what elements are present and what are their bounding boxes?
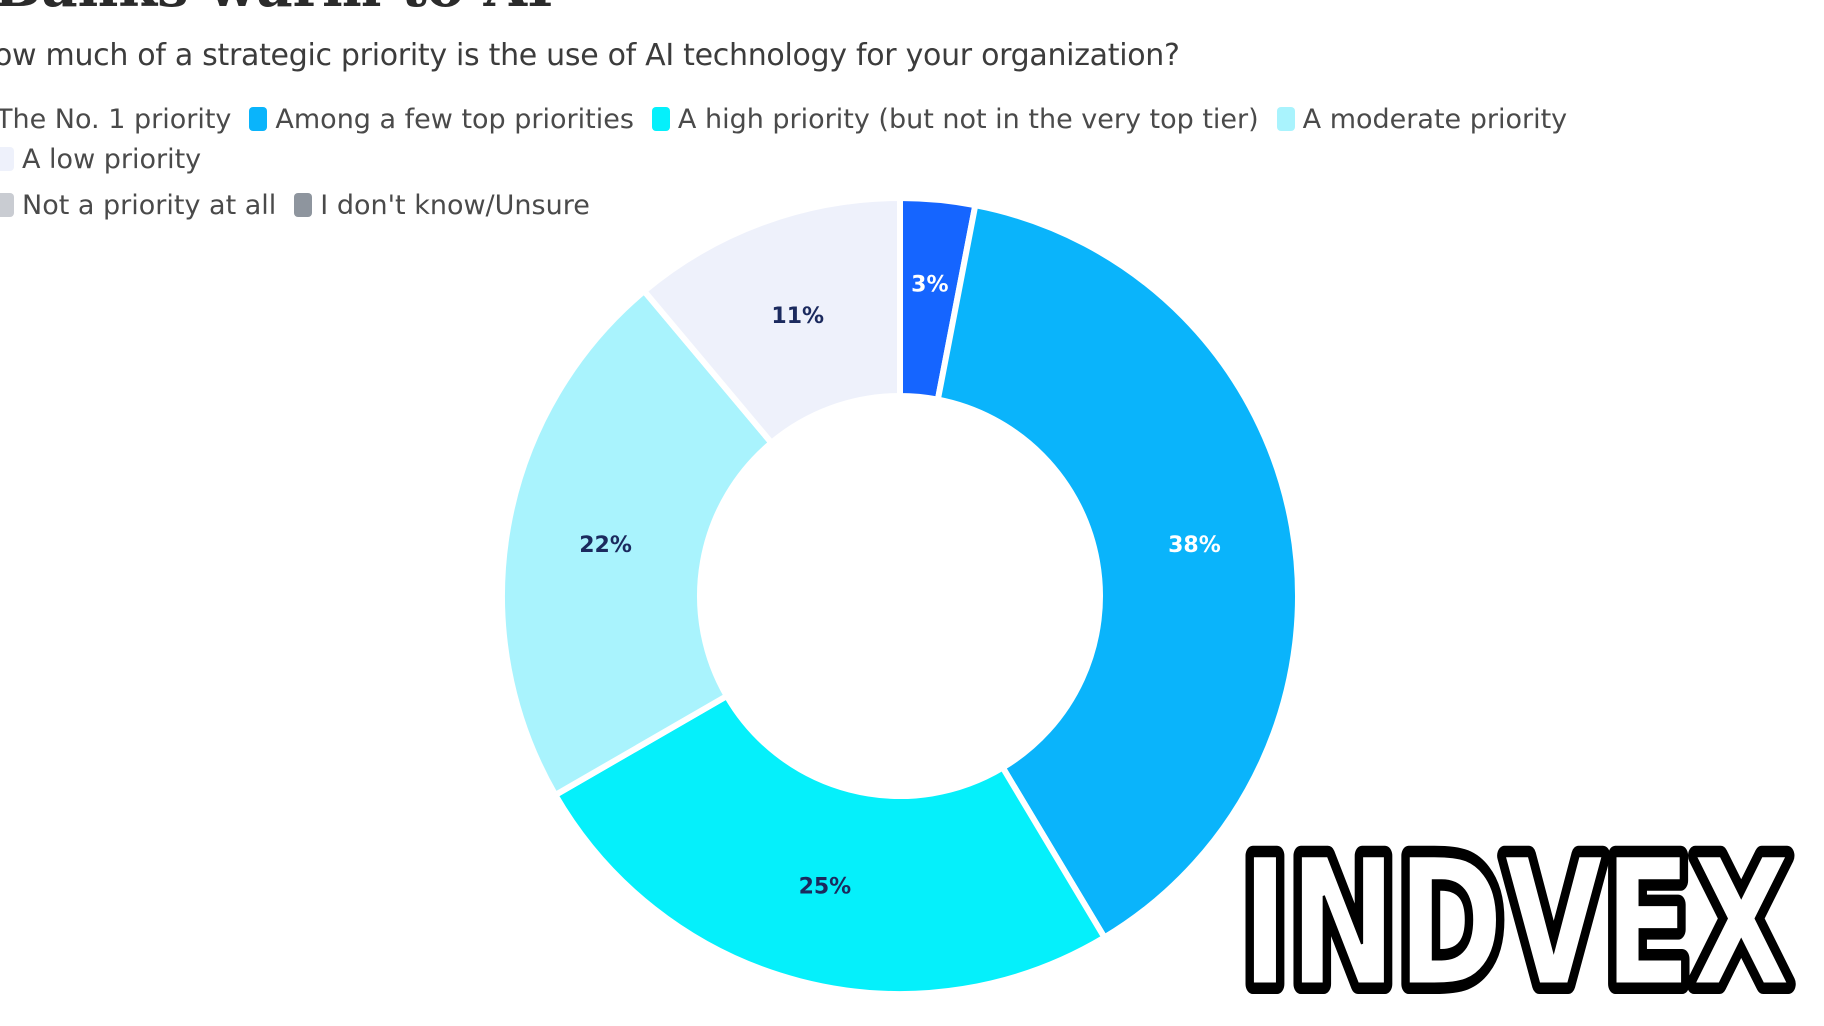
- legend-label: A moderate priority: [1302, 103, 1568, 135]
- donut-slice: [934, 202, 1301, 941]
- legend-label: A low priority: [22, 143, 202, 175]
- logo-text-outline: INDVEX: [1241, 836, 1791, 1004]
- slice-value-label: 11%: [771, 304, 824, 329]
- chart-title: Banks warm to AI: [0, 0, 553, 20]
- slice-value-label: 22%: [579, 533, 632, 558]
- legend-label: Among a few top priorities: [275, 103, 634, 135]
- legend-label: A high priority (but not in the very top…: [677, 103, 1259, 135]
- donut-slice: [641, 195, 903, 446]
- legend-swatch: [1276, 107, 1295, 131]
- legend-item: I don't know/Unsure: [294, 188, 590, 222]
- donut-slice: [552, 693, 1108, 997]
- donut-slice: [499, 288, 775, 798]
- legend-swatch: [0, 193, 14, 217]
- donut-labels: 3% 38% 25% 22% 11%: [579, 272, 1221, 899]
- slice-value-label: 38%: [1168, 533, 1221, 558]
- legend-item: A low priority: [0, 142, 201, 176]
- legend-swatch: [651, 107, 670, 131]
- legend-item: Among a few top priorities: [249, 102, 634, 136]
- legend-swatch: [294, 193, 313, 217]
- legend-label: Not a priority at all: [22, 189, 277, 221]
- slice-value-label: 3%: [911, 272, 948, 297]
- legend-item: Not a priority at all: [0, 188, 276, 222]
- logo-text-fill: INDVEX: [1241, 836, 1791, 1004]
- indvex-logo: INDVEX INDVEX: [1236, 836, 1796, 1004]
- slice-value-label: 25%: [799, 874, 852, 899]
- legend-label: I don't know/Unsure: [320, 189, 590, 221]
- legend-swatch: [249, 107, 268, 131]
- chart-subtitle: ow much of a strategic priority is the u…: [0, 38, 1180, 73]
- legend-item: A high priority (but not in the very top…: [651, 102, 1259, 136]
- legend-swatch: [0, 147, 14, 171]
- legend-label: The No. 1 priority: [0, 103, 232, 135]
- donut-slices: [499, 195, 1301, 997]
- legend-item: A moderate priority: [1276, 102, 1568, 136]
- legend-item: The No. 1 priority: [0, 102, 231, 136]
- chart-legend: The No. 1 priority Among a few top priori…: [0, 102, 1756, 222]
